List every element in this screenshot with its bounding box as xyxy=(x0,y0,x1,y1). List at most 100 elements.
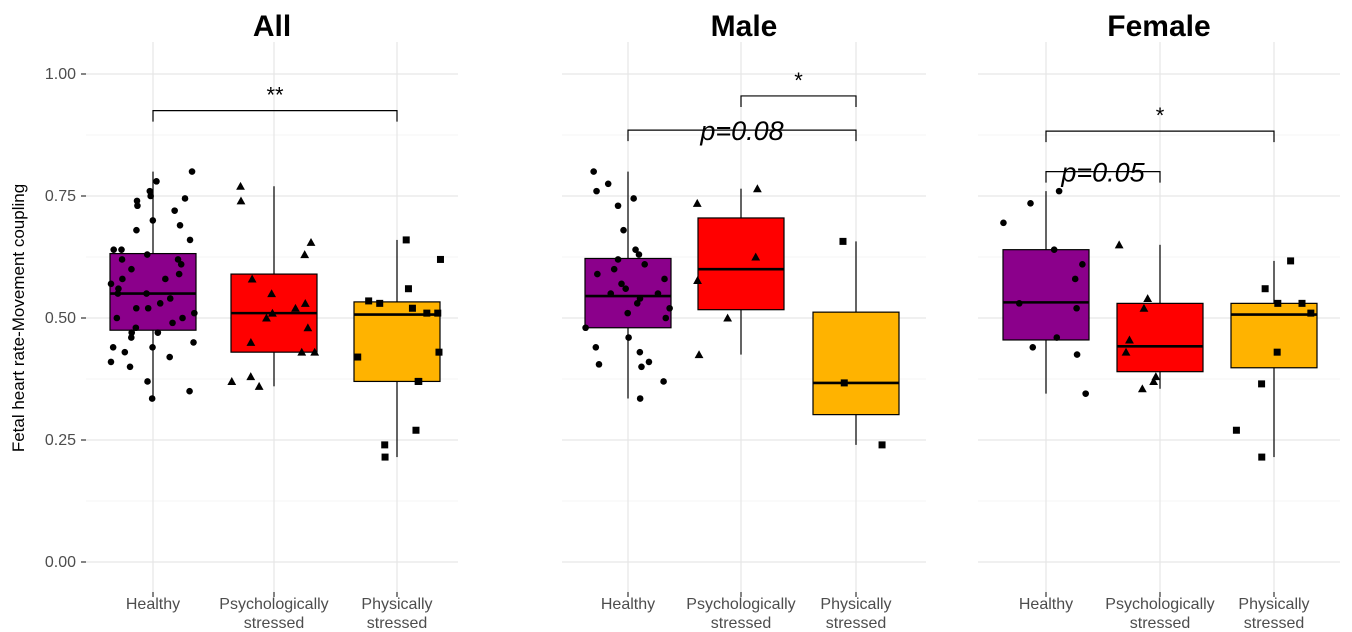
data-point xyxy=(310,347,320,356)
data-point xyxy=(1258,453,1266,461)
data-point xyxy=(1079,261,1086,268)
box xyxy=(812,311,900,416)
category-label-line2: stressed xyxy=(1244,615,1304,632)
data-point xyxy=(268,308,277,317)
data-point xyxy=(133,197,141,205)
data-point xyxy=(128,329,136,336)
data-point xyxy=(1143,294,1153,302)
data-point xyxy=(118,256,126,263)
data-point xyxy=(376,299,384,307)
data-point xyxy=(176,221,184,229)
data-point xyxy=(109,343,117,351)
data-point xyxy=(246,372,256,381)
data-point xyxy=(119,275,126,283)
data-point xyxy=(1121,347,1131,356)
data-point xyxy=(128,265,135,273)
data-point xyxy=(694,350,704,359)
data-point xyxy=(633,300,641,307)
data-point xyxy=(1029,343,1037,351)
data-point xyxy=(1151,372,1161,381)
data-point xyxy=(297,347,307,356)
data-point xyxy=(751,252,761,261)
box xyxy=(1230,302,1318,369)
panel-title: Male xyxy=(711,10,778,43)
data-point xyxy=(1137,384,1147,393)
data-point xyxy=(1298,299,1306,307)
data-point xyxy=(610,265,618,273)
data-point xyxy=(144,304,152,312)
significance-label: p=0.05 xyxy=(1060,158,1145,188)
data-point xyxy=(666,304,673,312)
category-label-line2: stressed xyxy=(1130,615,1190,632)
y-tick-label: 0.00 xyxy=(45,554,76,571)
data-point xyxy=(114,290,122,297)
data-point xyxy=(186,236,194,244)
data-point xyxy=(154,329,162,336)
data-point xyxy=(638,363,645,371)
data-point xyxy=(306,237,316,246)
data-point xyxy=(594,270,601,278)
category-label: Physically xyxy=(1238,596,1309,613)
data-point xyxy=(1055,187,1063,195)
data-point xyxy=(236,181,245,190)
data-point xyxy=(1125,335,1134,344)
data-point xyxy=(107,358,115,366)
data-point xyxy=(246,338,256,346)
data-point xyxy=(662,314,670,322)
y-tick-label: 0.50 xyxy=(45,310,76,327)
data-point xyxy=(166,353,173,361)
data-point xyxy=(107,280,115,288)
data-point xyxy=(381,441,389,449)
data-point xyxy=(148,395,156,402)
data-point xyxy=(436,255,444,263)
data-point xyxy=(191,309,198,317)
category-label-line2: stressed xyxy=(367,615,427,632)
data-point xyxy=(153,178,160,185)
category-label: Healthy xyxy=(601,596,655,613)
data-point xyxy=(143,251,151,258)
data-point xyxy=(1050,246,1058,253)
data-point xyxy=(132,304,140,312)
data-point xyxy=(236,196,246,205)
data-point xyxy=(134,202,141,210)
data-point xyxy=(839,237,847,245)
data-point xyxy=(636,295,644,302)
data-point xyxy=(132,324,140,332)
data-point xyxy=(149,343,156,351)
data-point xyxy=(582,324,589,332)
data-point xyxy=(175,270,183,278)
data-point xyxy=(654,290,662,297)
data-point xyxy=(1000,219,1007,227)
data-point xyxy=(169,319,176,327)
data-point xyxy=(121,348,129,356)
data-point xyxy=(661,275,668,283)
data-point xyxy=(625,334,632,341)
data-point xyxy=(179,314,186,322)
data-point xyxy=(267,289,277,298)
data-point xyxy=(291,303,300,312)
data-point xyxy=(423,309,431,317)
data-point xyxy=(133,226,140,234)
data-point xyxy=(166,295,174,302)
category-label: Psychologically xyxy=(686,596,795,613)
data-point xyxy=(1261,285,1269,293)
data-point xyxy=(188,168,196,175)
data-point xyxy=(118,246,125,253)
data-point xyxy=(592,343,600,351)
data-point xyxy=(147,192,154,200)
category-label: Healthy xyxy=(1019,596,1073,613)
category-label: Healthy xyxy=(126,596,180,613)
data-point xyxy=(1082,390,1089,397)
data-point xyxy=(415,377,423,385)
category-label-line2: stressed xyxy=(244,615,304,632)
data-point xyxy=(636,348,644,356)
data-point xyxy=(636,395,644,402)
panel-title: All xyxy=(253,10,291,43)
data-point xyxy=(126,363,134,371)
data-point xyxy=(1073,351,1081,358)
data-point xyxy=(878,441,886,449)
data-point xyxy=(1149,377,1159,385)
data-point xyxy=(1287,257,1295,265)
data-point xyxy=(113,314,121,322)
category-label: Physically xyxy=(820,596,891,613)
